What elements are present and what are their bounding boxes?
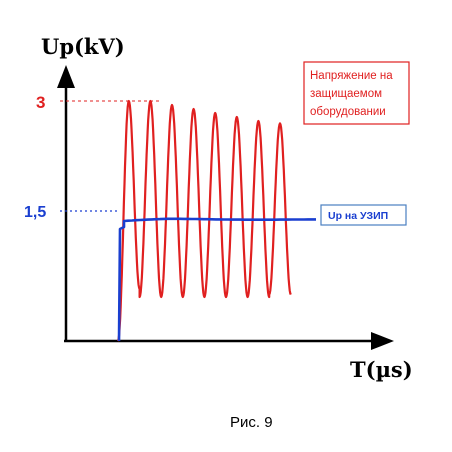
legend-box-red — [303, 61, 410, 125]
legend-spd: Up на УЗИП — [320, 204, 407, 226]
legend-line-3: оборудовании — [310, 106, 386, 118]
legend-protected-equipment: Напряжение на защищаемом оборудовании — [303, 61, 410, 125]
legend-box-blue — [320, 204, 407, 226]
y-axis-title: Up(kV) — [41, 34, 125, 59]
y-tick-label-1-5: 1,5 — [24, 204, 46, 221]
y-axis-arrow — [57, 65, 75, 88]
figure-caption: Рис. 9 — [230, 414, 273, 431]
series-line-protected-equipment — [116, 99, 292, 342]
y-tick-label-3: 3 — [36, 93, 45, 112]
legend-line-2: защищаемом — [310, 88, 382, 100]
series-line-spd — [117, 217, 316, 342]
legend-spd-label: Up на УЗИП — [328, 210, 388, 222]
x-axis-arrow — [371, 332, 394, 350]
legend-line-1: Напряжение на — [310, 70, 393, 82]
x-axis-title: T(µs) — [350, 357, 413, 382]
